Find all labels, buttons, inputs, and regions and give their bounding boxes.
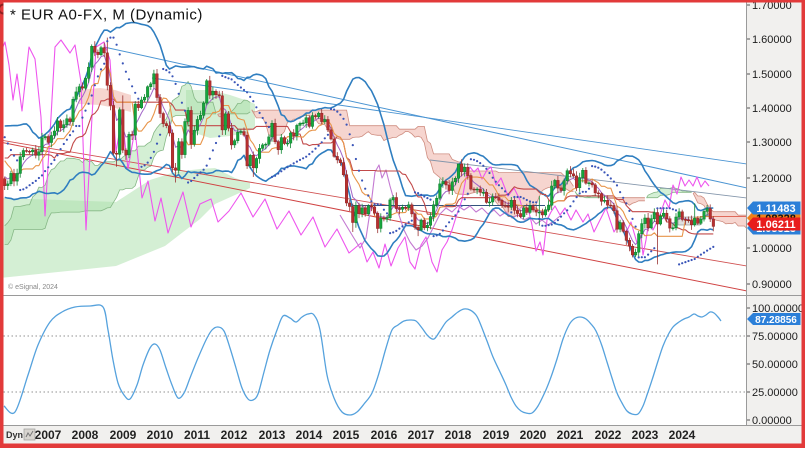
svg-text:2018: 2018 xyxy=(445,428,472,442)
svg-text:2010: 2010 xyxy=(147,428,174,442)
svg-text:50.00000: 50.00000 xyxy=(752,359,798,371)
svg-text:2023: 2023 xyxy=(632,428,659,442)
svg-text:2011: 2011 xyxy=(184,428,210,442)
svg-text:0.00000: 0.00000 xyxy=(752,415,792,427)
svg-text:75.00000: 75.00000 xyxy=(752,331,798,343)
svg-text:2022: 2022 xyxy=(595,428,622,442)
svg-text:2014: 2014 xyxy=(296,428,323,442)
svg-text:2015: 2015 xyxy=(333,428,360,442)
svg-text:1.06211: 1.06211 xyxy=(756,219,795,231)
svg-text:25.00000: 25.00000 xyxy=(752,387,798,399)
svg-text:2024: 2024 xyxy=(669,428,696,442)
svg-text:© eSignal, 2024: © eSignal, 2024 xyxy=(8,283,58,291)
svg-text:2008: 2008 xyxy=(72,428,99,442)
svg-text:1.20000: 1.20000 xyxy=(752,173,792,185)
svg-text:2021: 2021 xyxy=(557,428,584,442)
svg-text:1.40000: 1.40000 xyxy=(752,103,792,115)
svg-text:2012: 2012 xyxy=(221,428,248,442)
svg-text:1.30000: 1.30000 xyxy=(752,137,792,149)
svg-text:2016: 2016 xyxy=(371,428,398,442)
svg-text:2009: 2009 xyxy=(110,428,137,442)
svg-text:1.00000: 1.00000 xyxy=(752,243,792,255)
svg-text:1.60000: 1.60000 xyxy=(752,34,792,46)
svg-text:Dyn: Dyn xyxy=(6,430,23,440)
svg-text:1.50000: 1.50000 xyxy=(752,69,792,81)
svg-text:87.28856: 87.28856 xyxy=(755,315,797,326)
svg-text:* EUR A0-FX, M (Dynamic): * EUR A0-FX, M (Dynamic) xyxy=(10,7,203,24)
svg-text:2007: 2007 xyxy=(35,428,62,442)
svg-text:2019: 2019 xyxy=(483,428,510,442)
svg-text:2013: 2013 xyxy=(259,428,286,442)
svg-text:2020: 2020 xyxy=(520,428,547,442)
svg-text:1.11483: 1.11483 xyxy=(756,203,795,215)
svg-text:2017: 2017 xyxy=(408,428,435,442)
svg-text:0.90000: 0.90000 xyxy=(752,279,792,291)
